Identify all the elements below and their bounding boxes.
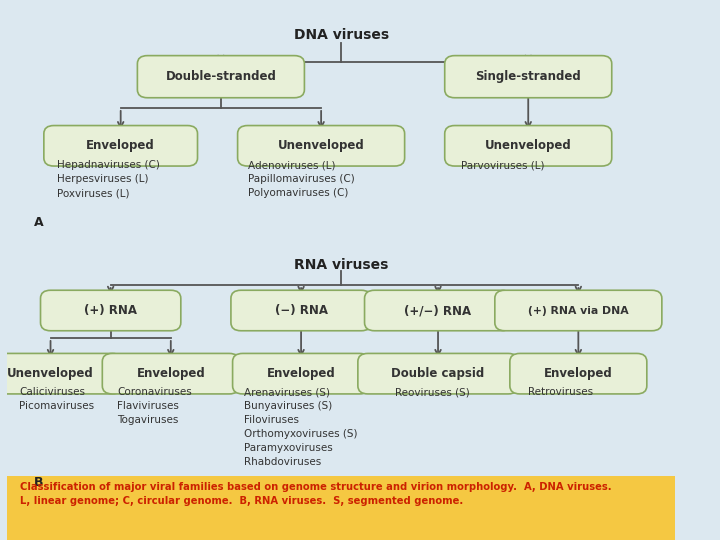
Text: Coronaviruses
Flaviviruses
Togaviruses: Coronaviruses Flaviviruses Togaviruses (117, 387, 192, 425)
Text: Arenaviruses (S)
Bunyaviruses (S)
Filoviruses
Orthomyxoviruses (S)
Paramyxovirus: Arenaviruses (S) Bunyaviruses (S) Filovi… (244, 387, 358, 467)
FancyBboxPatch shape (238, 126, 405, 166)
FancyBboxPatch shape (510, 354, 647, 394)
Text: Unenveloped: Unenveloped (7, 367, 94, 380)
Text: A: A (34, 216, 43, 229)
Text: (−) RNA: (−) RNA (274, 304, 328, 317)
FancyBboxPatch shape (233, 354, 369, 394)
Text: Hepadnaviruses (C)
Herpesviruses (L)
Poxviruses (L): Hepadnaviruses (C) Herpesviruses (L) Pox… (57, 160, 160, 198)
Text: Classification of major viral families based on genome structure and virion morp: Classification of major viral families b… (20, 482, 612, 505)
Text: RNA viruses: RNA viruses (294, 258, 388, 272)
FancyBboxPatch shape (364, 291, 511, 330)
Text: Retroviruses: Retroviruses (528, 387, 593, 397)
Text: Adenoviruses (L)
Papillomaviruses (C)
Polyomaviruses (C): Adenoviruses (L) Papillomaviruses (C) Po… (248, 160, 354, 198)
Text: Enveloped: Enveloped (136, 367, 205, 380)
Text: Parvoviruses (L): Parvoviruses (L) (462, 160, 545, 171)
Text: Enveloped: Enveloped (86, 139, 155, 152)
Text: (+/−) RNA: (+/−) RNA (405, 304, 472, 317)
Text: (+) RNA: (+) RNA (84, 304, 138, 317)
Text: (+) RNA via DNA: (+) RNA via DNA (528, 306, 629, 315)
Text: DNA viruses: DNA viruses (294, 28, 389, 42)
Text: Unenveloped: Unenveloped (485, 139, 572, 152)
Text: Enveloped: Enveloped (544, 367, 613, 380)
FancyBboxPatch shape (138, 56, 305, 98)
Text: B: B (34, 476, 43, 489)
Text: Reoviruses (S): Reoviruses (S) (395, 387, 469, 397)
Text: Unenveloped: Unenveloped (278, 139, 364, 152)
Text: Double capsid: Double capsid (392, 367, 485, 380)
Text: Enveloped: Enveloped (266, 367, 336, 380)
FancyBboxPatch shape (231, 291, 372, 330)
FancyBboxPatch shape (495, 291, 662, 330)
FancyBboxPatch shape (0, 354, 122, 394)
FancyBboxPatch shape (358, 354, 518, 394)
FancyBboxPatch shape (44, 126, 197, 166)
Text: Caliciviruses
Picomaviruses: Caliciviruses Picomaviruses (19, 387, 94, 411)
FancyBboxPatch shape (40, 291, 181, 330)
Text: Single-stranded: Single-stranded (475, 70, 581, 83)
FancyBboxPatch shape (102, 354, 239, 394)
FancyBboxPatch shape (7, 476, 675, 540)
Text: Double-stranded: Double-stranded (166, 70, 276, 83)
FancyBboxPatch shape (445, 126, 612, 166)
FancyBboxPatch shape (445, 56, 612, 98)
